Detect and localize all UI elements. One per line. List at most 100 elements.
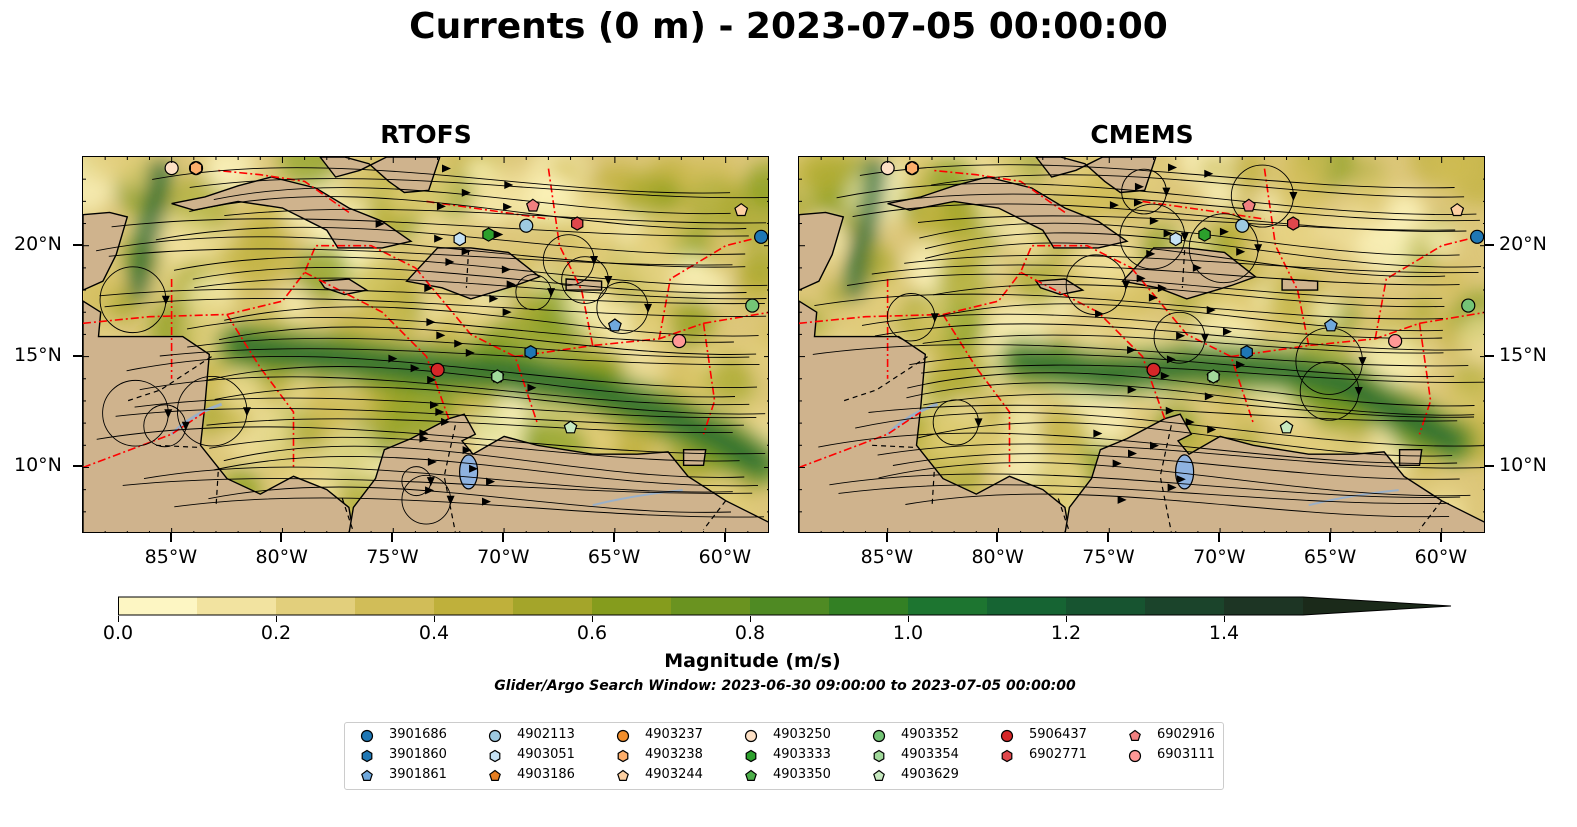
legend-marker-icon <box>1001 749 1013 763</box>
lon-tick-label: 60°W <box>1414 546 1468 568</box>
legend-label: 6902916 <box>1157 727 1215 742</box>
float-marker-3901860[interactable] <box>1240 345 1253 360</box>
lon-tick-label: 80°W <box>255 546 308 568</box>
float-marker-4903051[interactable] <box>1169 231 1182 247</box>
legend-label: 4903238 <box>645 747 703 762</box>
frame-ticks <box>799 157 1484 532</box>
lat-tick-label: 15°N <box>14 343 62 366</box>
float-marker-4903244[interactable] <box>1450 202 1465 217</box>
lon-tick-label: 65°W <box>1303 546 1357 568</box>
lat-tick-label: 10°N <box>14 454 62 477</box>
lon-tick-label: 70°W <box>1193 546 1246 568</box>
float-marker-4903250[interactable] <box>164 160 179 176</box>
legend-marker-icon <box>361 749 373 763</box>
float-marker-3901860[interactable] <box>524 345 537 360</box>
legend-label: 4903352 <box>901 727 959 742</box>
legend-marker-icon <box>873 769 885 781</box>
float-markers <box>880 160 1484 434</box>
legend-label: 4903350 <box>773 767 831 782</box>
float-marker-3901686[interactable] <box>1470 229 1484 244</box>
float-marker-6902771[interactable] <box>571 216 584 231</box>
float-marker-4902113[interactable] <box>1235 218 1250 233</box>
legend-marker-icon <box>745 749 757 763</box>
lon-tick-label: 70°W <box>477 546 530 568</box>
lat-tick-label: 20°N <box>1499 232 1547 255</box>
legend-marker-icon <box>489 749 501 763</box>
legend-label: 3901686 <box>389 727 447 742</box>
legend-label: 3901861 <box>389 767 447 782</box>
frame-ticks <box>83 157 768 532</box>
float-legend: 3901686 3901860 3901861 4902113 4903051 49031… <box>344 722 1224 790</box>
float-marker-4903244[interactable] <box>734 202 749 217</box>
float-marker-3901861[interactable] <box>607 318 622 332</box>
float-marker-6902916[interactable] <box>525 198 540 212</box>
colorbar-tick-label: 0.6 <box>576 622 608 644</box>
float-marker-3901686[interactable] <box>754 229 768 244</box>
float-marker-4903051[interactable] <box>453 231 466 247</box>
map-panel-cmems[interactable] <box>798 156 1485 533</box>
legend-label: 6903111 <box>1157 747 1215 762</box>
colorbar-segment <box>276 597 356 615</box>
float-marker-6902771[interactable] <box>1287 216 1300 231</box>
float-marker-4903333[interactable] <box>482 227 495 242</box>
float-marker-4903354[interactable] <box>1207 369 1220 384</box>
float-marker-4902113[interactable] <box>519 218 534 233</box>
legend-label: 4903051 <box>517 747 575 762</box>
legend-marker-icon <box>360 729 374 743</box>
float-marker-4903333[interactable] <box>1198 227 1211 242</box>
colorbar-segment <box>592 597 672 615</box>
float-marker-4903352[interactable] <box>1461 298 1476 313</box>
float-marker-6903111[interactable] <box>672 333 687 349</box>
colorbar-segment <box>1066 597 1146 615</box>
colorbar-extend-arrow <box>1303 597 1451 615</box>
lon-tick-label: 85°W <box>144 546 198 568</box>
country-borders <box>127 250 727 532</box>
colorbar-label: Magnitude (m/s) <box>664 650 841 672</box>
lon-tick-label: 65°W <box>587 546 641 568</box>
legend-label: 4903244 <box>645 767 703 782</box>
float-marker-6902916[interactable] <box>1241 198 1256 212</box>
colorbar-segment <box>1145 597 1225 615</box>
eez-boundaries <box>799 167 1484 469</box>
colorbar-segment <box>671 597 751 615</box>
colorbar-segment <box>197 597 277 615</box>
colorbar-segment <box>829 597 909 615</box>
float-marker-3901861[interactable] <box>1323 318 1338 332</box>
streamlines <box>96 164 768 525</box>
float-marker-4903238[interactable] <box>189 160 203 176</box>
legend-label: 6902771 <box>1029 747 1087 762</box>
float-marker-5906437[interactable] <box>1146 362 1161 377</box>
float-marker-4903629[interactable] <box>1279 420 1294 434</box>
colorbar-segment <box>513 597 593 615</box>
legend-marker-icon <box>488 729 502 743</box>
lon-tick-label: 75°W <box>366 546 419 568</box>
colorbar-segment <box>908 597 988 615</box>
streamlines <box>812 163 1484 518</box>
float-marker-4903354[interactable] <box>491 369 504 384</box>
panel-title-cmems: CMEMS <box>1090 120 1194 149</box>
map-panel-rtofs[interactable] <box>82 156 769 533</box>
legend-marker-icon <box>872 729 886 743</box>
lon-tick-label: 80°W <box>971 546 1024 568</box>
search-window-text: Glider/Argo Search Window: 2023-06-30 09… <box>494 678 1076 694</box>
colorbar-tick-label: 0.8 <box>734 622 766 644</box>
colorbar-tick-label: 1.0 <box>892 622 924 644</box>
figure-title: Currents (0 m) - 2023-07-05 00:00:00 <box>409 6 1168 47</box>
float-marker-5906437[interactable] <box>430 362 445 377</box>
float-marker-4903352[interactable] <box>745 298 760 313</box>
lat-tick-label: 15°N <box>1499 343 1547 366</box>
colorbar-segment <box>118 597 198 615</box>
legend-label: 4903333 <box>773 747 831 762</box>
legend-label: 4903186 <box>517 767 575 782</box>
float-marker-4903238[interactable] <box>905 160 919 176</box>
legend-marker-icon <box>1129 729 1141 741</box>
legend-label: 4903629 <box>901 767 959 782</box>
float-marker-6903111[interactable] <box>1388 333 1403 349</box>
float-marker-4903629[interactable] <box>563 420 578 434</box>
colorbar-segment <box>750 597 830 615</box>
colorbar-tick-label: 0.2 <box>260 622 292 644</box>
country-borders <box>843 250 1443 532</box>
lat-tick-label: 20°N <box>14 232 62 255</box>
float-marker-4903250[interactable] <box>880 160 895 176</box>
legend-label: 3901860 <box>389 747 447 762</box>
